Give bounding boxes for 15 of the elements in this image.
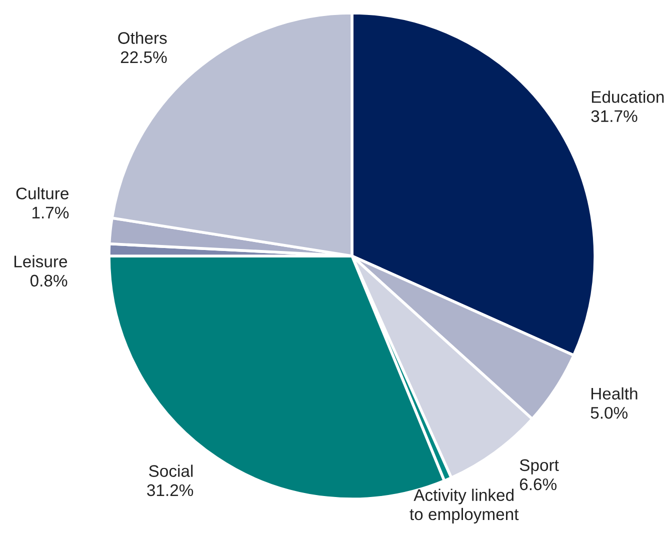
slice-label: Health [591,387,638,400]
data-label: 5.0% [590,406,628,419]
slice-label: Sport [520,459,559,474]
slice-label: Culture [16,187,68,200]
slice-label: Others [118,32,167,44]
slice-label: Social [149,464,193,477]
data-label: 22.5% [120,51,167,64]
data-label: 6.6% [520,478,557,490]
slice-label: Education [592,90,664,103]
data-label: 0.8% [30,274,68,287]
data-label: 31.2% [147,484,194,496]
slice-label: Activity linked to employment [410,488,519,524]
slice-label: Leisure [14,255,68,268]
data-label: 31.7% [591,110,638,122]
data-label: 1.7% [32,206,69,218]
